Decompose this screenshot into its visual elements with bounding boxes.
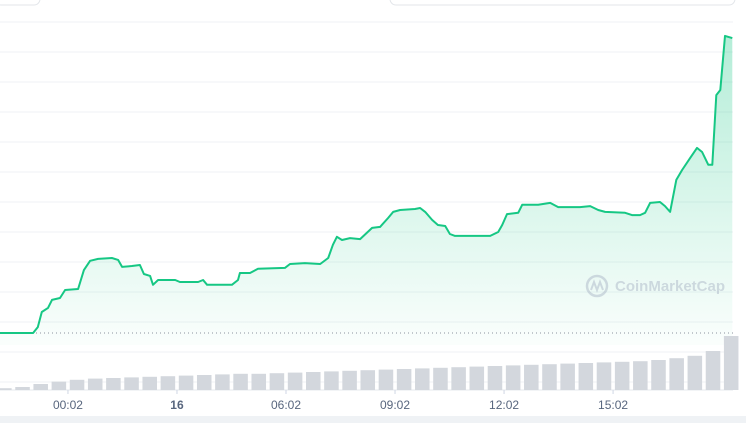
volume-bar xyxy=(233,373,248,390)
volume-bar xyxy=(287,372,303,390)
x-tick-label: 09:02 xyxy=(380,398,410,412)
volume-bar xyxy=(251,373,267,390)
volume-bar xyxy=(178,375,194,390)
watermark: CoinMarketCap xyxy=(585,274,725,298)
volume-bar xyxy=(542,364,557,390)
volume-bar xyxy=(305,372,321,390)
volume-bar xyxy=(524,364,539,390)
volume-bar xyxy=(487,366,503,390)
volume-bar xyxy=(596,362,612,390)
volume-bar xyxy=(0,388,12,390)
volume-bar xyxy=(69,379,85,390)
volume-bar xyxy=(106,378,121,390)
volume-bar xyxy=(687,355,703,390)
volume-bar xyxy=(415,368,430,390)
x-tick-label: 12:02 xyxy=(489,398,519,412)
volume-bar xyxy=(360,370,376,390)
button[interactable] xyxy=(0,0,41,6)
volume-bar xyxy=(451,367,466,390)
volume-bar xyxy=(51,381,67,390)
volume-bar xyxy=(433,367,448,390)
volume-bar xyxy=(215,374,230,390)
x-tick-label: 16 xyxy=(170,398,184,412)
volume-bar xyxy=(651,360,666,390)
volume-bar xyxy=(396,369,412,390)
x-tick-label: 00:02 xyxy=(53,398,83,412)
volume-bar xyxy=(378,369,394,390)
volume-bar xyxy=(33,384,48,390)
watermark-text: CoinMarketCap xyxy=(615,278,725,295)
x-tick-label: 15:02 xyxy=(598,398,628,412)
volume-bar xyxy=(705,351,721,390)
volume-bar xyxy=(324,371,339,390)
volume-bar xyxy=(560,363,575,390)
volume-bar xyxy=(505,365,521,390)
volume-bar xyxy=(669,358,684,390)
volume-bar xyxy=(142,376,157,390)
footer-strip xyxy=(0,416,746,423)
volume-bar xyxy=(124,377,139,390)
volume-bar xyxy=(723,336,739,390)
volume-bar xyxy=(15,387,30,390)
volume-bar xyxy=(633,361,648,390)
volume-bar xyxy=(269,373,285,390)
x-tick-label: 06:02 xyxy=(271,398,301,412)
volume-bar xyxy=(196,375,212,390)
volume-bar xyxy=(469,366,485,390)
search-box[interactable] xyxy=(389,0,736,6)
volume-bar xyxy=(342,370,357,390)
price-line xyxy=(0,34,733,334)
volume-bar xyxy=(614,361,630,390)
area-fill xyxy=(0,35,733,346)
volume-bar xyxy=(578,363,594,390)
volume-bar xyxy=(87,378,103,390)
volume-bar xyxy=(160,376,176,390)
